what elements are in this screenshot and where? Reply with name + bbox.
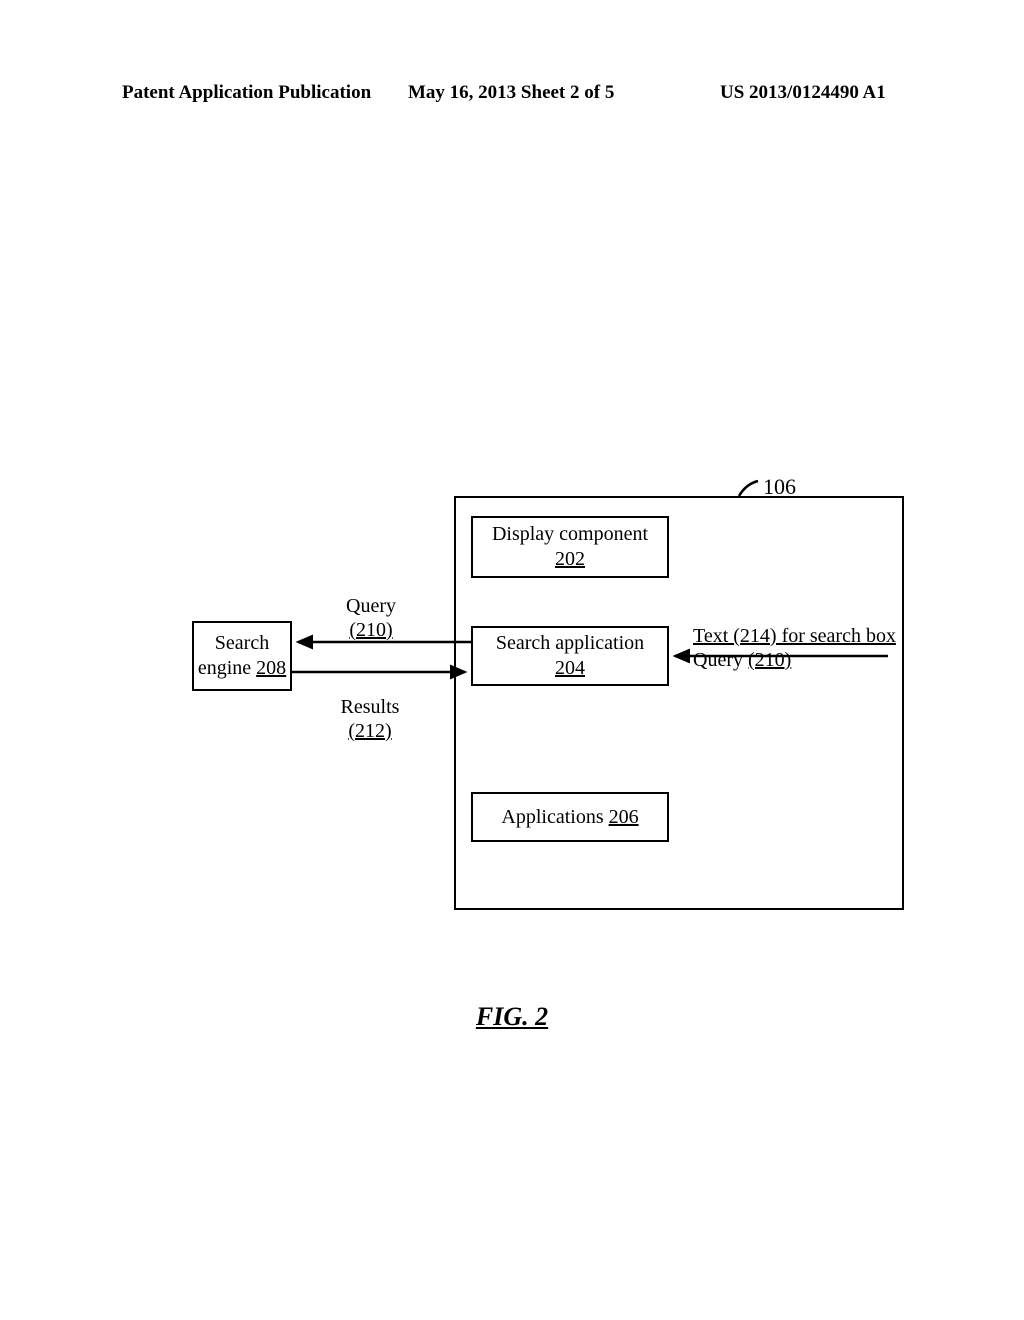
search-engine-label-line2: engine 208 <box>198 656 286 681</box>
figure-2-diagram: 106 Search engine 208 Display component … <box>0 0 1024 1320</box>
search-application-node: Search application 204 <box>471 626 669 686</box>
query-edge-label: Query (210) <box>336 594 406 642</box>
display-component-ref: 202 <box>555 547 585 572</box>
patent-page: Patent Application Publication May 16, 2… <box>0 0 1024 1320</box>
applications-label: Applications 206 <box>501 805 638 830</box>
text-edge-label: Text (214) for search box Query (210) <box>693 624 903 672</box>
figure-caption: FIG. 2 <box>0 1002 1024 1032</box>
search-application-label: Search application <box>496 631 644 656</box>
container-reference-label: 106 <box>763 474 796 500</box>
applications-node: Applications 206 <box>471 792 669 842</box>
display-component-node: Display component 202 <box>471 516 669 578</box>
search-application-ref: 204 <box>555 656 585 681</box>
search-engine-label-line1: Search <box>215 631 269 656</box>
results-edge-label: Results (212) <box>330 695 410 743</box>
display-component-label: Display component <box>492 522 648 547</box>
search-engine-node: Search engine 208 <box>192 621 292 691</box>
